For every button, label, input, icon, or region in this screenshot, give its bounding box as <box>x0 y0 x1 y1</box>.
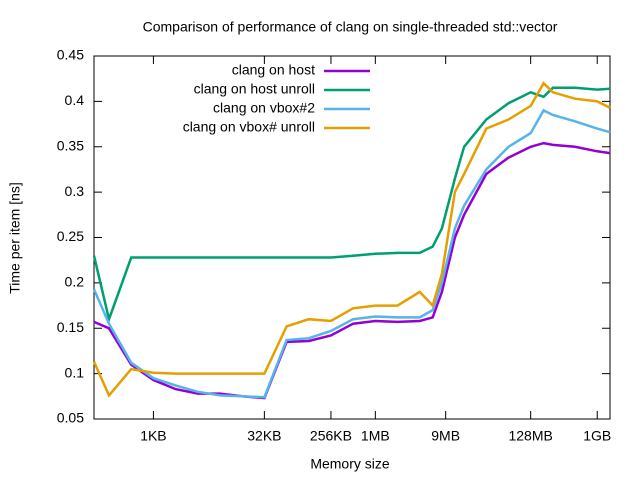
chart-title: Comparison of performance of clang on si… <box>143 19 558 35</box>
legend-label: clang on host <box>232 62 315 78</box>
y-tick-label: 0.25 <box>57 228 84 244</box>
y-axis-label: Time per item [ns] <box>7 182 23 294</box>
y-tick-label: 0.3 <box>65 183 85 199</box>
x-tick-label: 1MB <box>361 428 390 444</box>
y-tick-label: 0.35 <box>57 137 84 153</box>
x-tick-label: 128MB <box>508 428 552 444</box>
y-tick-label: 0.2 <box>65 274 85 290</box>
x-axis-label: Memory size <box>310 456 390 472</box>
y-tick-label: 0.45 <box>57 47 84 63</box>
x-tick-label: 1GB <box>583 428 611 444</box>
plot-frame <box>93 55 611 420</box>
series-line <box>92 86 611 324</box>
y-tick-label: 0.4 <box>65 92 85 108</box>
legend-label: clang on host unroll <box>194 81 315 97</box>
x-tick-label: 1KB <box>140 428 166 444</box>
x-tick-label: 256KB <box>310 428 352 444</box>
x-tick-label: 32KB <box>247 428 281 444</box>
legend-label: clang on vbox# unroll <box>183 119 315 135</box>
y-tick-label: 0.15 <box>57 319 84 335</box>
legend-label: clang on vbox#2 <box>213 100 315 116</box>
y-tick-label: 0.05 <box>57 410 84 426</box>
series-line <box>92 81 611 398</box>
series-line <box>93 141 611 400</box>
series-line <box>92 108 611 399</box>
y-tick-label: 0.1 <box>65 364 85 380</box>
x-tick-label: 9MB <box>431 428 460 444</box>
